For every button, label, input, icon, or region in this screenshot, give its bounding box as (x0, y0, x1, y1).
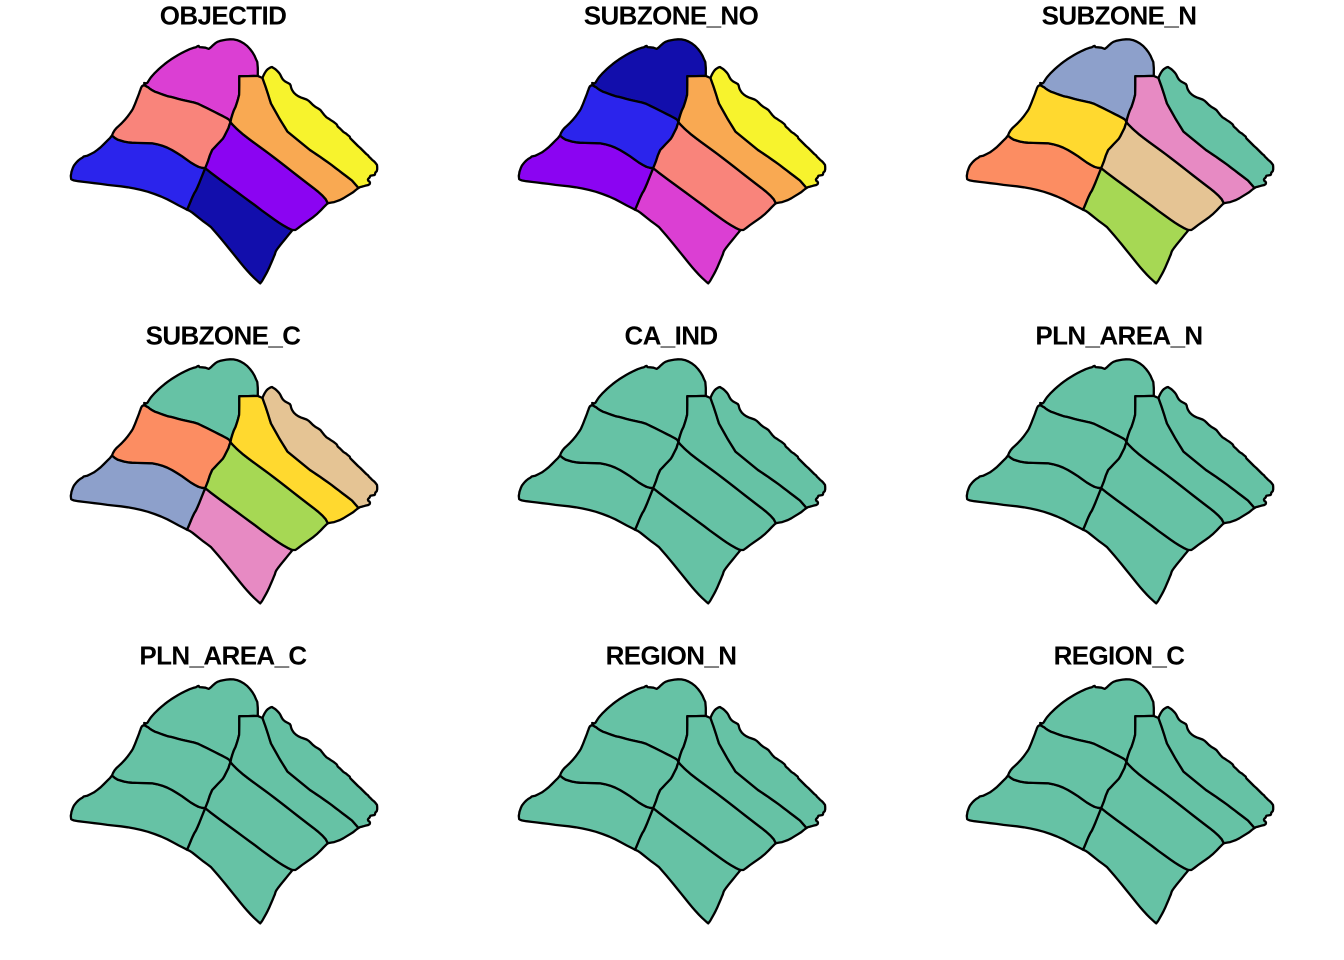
svg-text:PLN_AREA_N: PLN_AREA_N (1035, 321, 1202, 351)
svg-text:SUBZONE_N: SUBZONE_N (1042, 1, 1197, 31)
svg-text:PLN_AREA_C: PLN_AREA_C (139, 641, 307, 671)
svg-text:REGION_N: REGION_N (606, 641, 737, 671)
svg-text:CA_IND: CA_IND (624, 321, 717, 351)
svg-text:SUBZONE_C: SUBZONE_C (146, 321, 302, 351)
svg-text:SUBZONE_NO: SUBZONE_NO (584, 1, 759, 31)
svg-text:OBJECTID: OBJECTID (160, 1, 287, 31)
svg-text:REGION_C: REGION_C (1054, 641, 1186, 671)
